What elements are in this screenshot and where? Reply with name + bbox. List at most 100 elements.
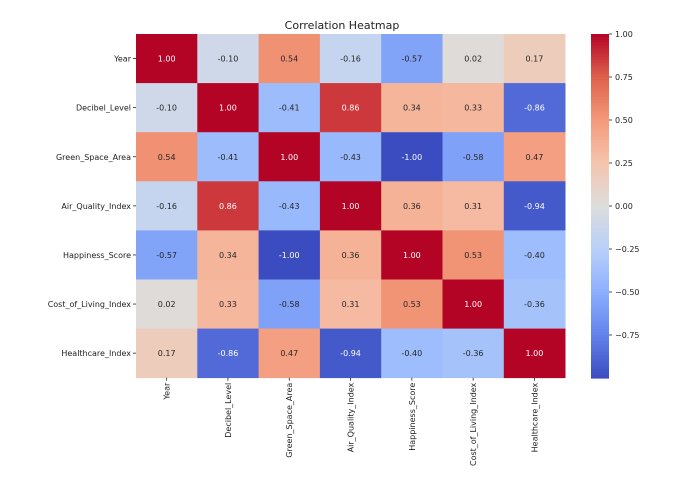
colorbar-segment [591,177,609,181]
colorbar-segment [591,160,609,164]
colorbar-segment [591,355,609,359]
heatmap-cell-decibel-level-green-space-area [258,83,321,133]
colorbar-tick-label: 0.50 [615,116,633,125]
heatmap-cell-air-quality-index-air-quality-index [319,181,382,231]
cell-value-label: 0.33 [219,300,237,309]
column-label-cost-of-living-index: Cost_of_Living_Index [469,382,478,466]
heatmap-cell-cost-of-living-index-green-space-area [258,279,321,329]
colorbar-segment [591,306,609,310]
heatmap-cell-healthcare-index-cost-of-living-index [442,328,505,379]
colorbar-segment [591,257,609,262]
row-label-year: Year [113,55,132,64]
cell-value-label: 0.53 [403,300,421,309]
colorbar-segment [591,122,609,127]
colorbar-segment [591,375,609,379]
column-tick-labels: Year Decibel_Level Green_Space_Area Air_Qua… [163,377,539,466]
heatmap-cell-decibel-level-decibel-level [197,83,259,133]
cell-value-label: -0.94 [524,202,545,211]
heatmap-cell-air-quality-index-healthcare-index [503,181,566,231]
colorbar-segment [591,39,609,44]
cell-value-label: 0.02 [158,300,176,309]
colorbar-segment [591,349,609,353]
colorbar-segment [591,263,609,267]
cell-value-label: 0.33 [464,104,482,113]
column-label-air-quality-index: Air_Quality_Index [347,382,356,452]
cell-value-label: 0.34 [219,251,237,260]
colorbar-segment [591,269,609,273]
colorbar-tick-label: −0.50 [615,288,640,297]
colorbar-segment [591,360,609,365]
colorbar-segment [591,77,609,81]
colorbar-segment [591,309,609,313]
colorbar-segment [591,289,609,293]
column-label-healthcare-index: Healthcare_Index [530,382,539,452]
colorbar-segment [591,188,609,193]
heatmap-cell-green-space-area-healthcare-index [503,132,566,182]
colorbar-tick-label: 0.75 [615,73,633,82]
heatmap-cell-year-happiness-score [381,34,443,84]
colorbar-segment [591,97,609,101]
cell-value-label: 0.47 [526,153,544,162]
heatmap-cell-decibel-level-cost-of-living-index [442,83,505,133]
colorbar-segment [591,317,609,322]
colorbar-segment [591,108,609,112]
column-label-year: Year [163,382,172,401]
cell-value-label: -0.40 [401,349,422,358]
cell-value-label: -0.94 [340,349,361,358]
cell-value-label: -0.36 [524,300,545,309]
heatmap-cell-happiness-score-healthcare-index [503,230,566,280]
cell-value-label: 1.00 [219,104,237,113]
colorbar-segment [591,283,609,287]
colorbar-segment [591,157,609,161]
colorbar-segment [591,200,609,204]
colorbar-segment [591,314,609,319]
colorbar-segment [591,366,609,370]
colorbar-segment [591,357,609,362]
colorbar-tick-label: 0.00 [615,202,633,211]
colorbar-segment [591,171,609,176]
row-label-cost-of-living-index: Cost_of_Living_Index [48,300,132,309]
colorbar-segment [591,234,609,239]
colorbar-segment [591,142,609,147]
cell-value-label: 0.36 [403,202,421,211]
colorbar-segment [591,99,609,104]
heatmap-cell-cost-of-living-index-air-quality-index [319,279,382,329]
cell-value-label: 0.02 [464,55,482,64]
colorbar-segment [591,163,609,167]
row-tick-labels: Year Decibel_Level Green_Space_Area Air_Qua… [48,55,136,358]
cell-value-label: -0.10 [156,104,177,113]
cell-value-label: -0.86 [524,104,545,113]
colorbar-segment [591,303,609,307]
heatmap-cell-green-space-area-green-space-area [258,132,321,182]
colorbar-segment [591,206,609,210]
cell-value-label: 0.86 [219,202,237,211]
cell-value-label: 0.17 [158,349,176,358]
colorbar-segment [591,56,609,61]
heatmap-cell-air-quality-index-year [136,181,198,231]
heatmap-cell-year-cost-of-living-index [442,34,505,84]
colorbar-segment [591,59,609,64]
cell-value-label: 1.00 [342,202,360,211]
colorbar-segment [591,294,609,299]
cell-value-label: -0.43 [279,202,300,211]
colorbar-segment [591,180,609,184]
cell-value-label: 1.00 [158,55,176,64]
colorbar-tick-label: −0.25 [615,245,640,254]
colorbar-segment [591,211,609,216]
colorbar-segment [591,94,609,98]
colorbar-segment [591,372,609,376]
colorbar-segment [591,260,609,264]
colorbar-segment [591,148,609,153]
colorbar-segment [591,42,609,47]
heatmap-cell-cost-of-living-index-happiness-score [381,279,443,329]
colorbar-segment [591,165,609,170]
heatmap-cell-happiness-score-happiness-score [381,230,443,280]
colorbar-segment [591,114,609,118]
colorbar-segment [591,82,609,87]
colorbar-segment [591,246,609,250]
colorbar-segment [591,363,609,368]
heatmap-cell-decibel-level-year [136,83,198,133]
colorbar: 1.00 0.75 0.50 0.25 0.00 −0.25 −0.50 −0.75 [591,30,640,379]
colorbar-segment [591,151,609,155]
